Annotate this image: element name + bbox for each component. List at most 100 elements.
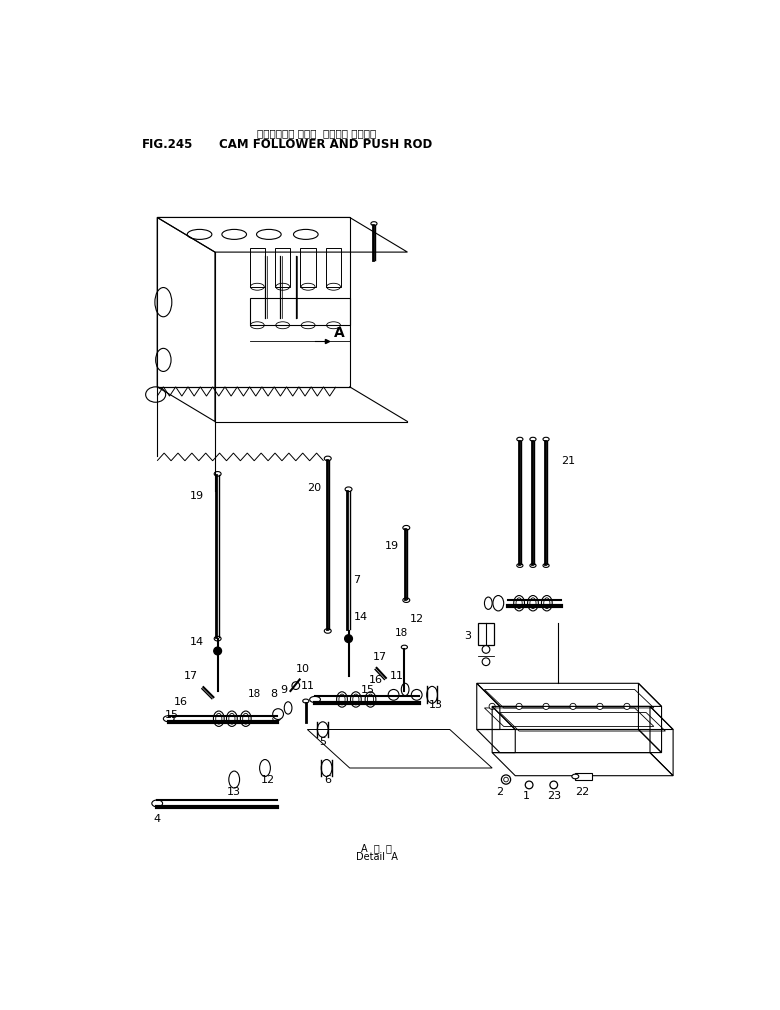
Text: 23: 23: [548, 791, 562, 801]
Ellipse shape: [321, 760, 332, 777]
Ellipse shape: [324, 628, 331, 633]
Text: 19: 19: [385, 540, 399, 550]
Text: 15: 15: [361, 685, 375, 695]
Text: 20: 20: [307, 483, 321, 493]
Text: 12: 12: [410, 614, 424, 624]
Text: 8: 8: [271, 689, 278, 699]
Ellipse shape: [401, 645, 407, 649]
Bar: [300, 248, 316, 287]
Text: FIG.245: FIG.245: [142, 138, 193, 152]
Text: 18: 18: [395, 627, 409, 637]
Text: 7: 7: [353, 576, 360, 585]
Text: 12: 12: [261, 776, 275, 786]
Ellipse shape: [303, 699, 309, 703]
Circle shape: [482, 658, 490, 666]
Text: 14: 14: [353, 612, 367, 622]
Bar: [576, 773, 592, 780]
Ellipse shape: [401, 684, 409, 696]
Ellipse shape: [226, 711, 237, 726]
Text: CAM FOLLOWER AND PUSH ROD: CAM FOLLOWER AND PUSH ROD: [219, 138, 432, 152]
Text: 16: 16: [369, 676, 383, 686]
Circle shape: [292, 682, 300, 690]
Text: 10: 10: [296, 664, 310, 674]
Text: 9: 9: [280, 685, 288, 695]
Circle shape: [570, 703, 576, 709]
Circle shape: [482, 645, 490, 653]
Circle shape: [345, 635, 353, 642]
Text: 5: 5: [320, 737, 327, 747]
Text: 17: 17: [184, 672, 198, 682]
Text: A: A: [335, 326, 345, 339]
Text: 11: 11: [390, 672, 404, 682]
Ellipse shape: [514, 596, 524, 611]
Text: 4: 4: [154, 814, 161, 824]
Text: 18: 18: [248, 689, 261, 699]
Ellipse shape: [350, 692, 361, 707]
Ellipse shape: [310, 696, 321, 703]
Text: 2: 2: [496, 787, 503, 797]
Text: 21: 21: [562, 456, 576, 466]
Circle shape: [388, 690, 399, 700]
Text: 6: 6: [324, 776, 331, 786]
Ellipse shape: [284, 702, 292, 714]
Circle shape: [624, 703, 630, 709]
Text: 13: 13: [429, 700, 443, 710]
Bar: [250, 298, 349, 325]
Ellipse shape: [530, 437, 536, 441]
Circle shape: [214, 647, 222, 654]
Ellipse shape: [215, 636, 221, 641]
Ellipse shape: [530, 564, 536, 568]
Ellipse shape: [229, 771, 239, 788]
Circle shape: [273, 709, 283, 719]
Ellipse shape: [152, 800, 162, 807]
Text: A  詳  細: A 詳 細: [361, 843, 392, 853]
Bar: [250, 248, 265, 287]
Text: 16: 16: [173, 697, 187, 707]
Text: 15: 15: [165, 710, 179, 720]
Circle shape: [543, 703, 549, 709]
Circle shape: [550, 781, 558, 789]
Circle shape: [411, 690, 422, 700]
Ellipse shape: [493, 596, 504, 611]
Ellipse shape: [337, 692, 347, 707]
Ellipse shape: [240, 711, 251, 726]
Text: カムフォロワ オヨビ  ブッシュ ロット゛: カムフォロワ オヨビ ブッシュ ロット゛: [257, 128, 377, 138]
Ellipse shape: [517, 437, 523, 441]
Ellipse shape: [527, 596, 538, 611]
Text: 19: 19: [190, 491, 204, 501]
Ellipse shape: [543, 437, 549, 441]
Text: 3: 3: [464, 630, 471, 640]
Ellipse shape: [345, 487, 352, 492]
Circle shape: [489, 703, 495, 709]
Ellipse shape: [484, 597, 492, 609]
Text: 1: 1: [523, 791, 530, 801]
Text: 11: 11: [301, 682, 315, 692]
Ellipse shape: [427, 687, 438, 703]
Text: 17: 17: [373, 652, 387, 663]
Ellipse shape: [215, 472, 221, 476]
Ellipse shape: [541, 596, 552, 611]
Ellipse shape: [163, 716, 174, 722]
Bar: [478, 623, 494, 644]
Ellipse shape: [324, 457, 331, 461]
Ellipse shape: [402, 525, 410, 530]
Ellipse shape: [402, 598, 410, 602]
Circle shape: [525, 781, 533, 789]
Ellipse shape: [260, 760, 271, 777]
Text: 13: 13: [226, 787, 240, 797]
Ellipse shape: [365, 692, 376, 707]
Text: 14: 14: [190, 636, 204, 646]
Ellipse shape: [214, 711, 224, 726]
Circle shape: [597, 703, 603, 709]
Text: 22: 22: [576, 787, 590, 797]
Text: Detail  A: Detail A: [356, 852, 398, 863]
Circle shape: [502, 775, 511, 784]
Ellipse shape: [572, 774, 579, 779]
Ellipse shape: [517, 564, 523, 568]
Bar: [275, 248, 290, 287]
Ellipse shape: [273, 716, 280, 721]
Bar: [326, 248, 341, 287]
Ellipse shape: [317, 722, 328, 737]
Circle shape: [516, 703, 522, 709]
Ellipse shape: [543, 564, 549, 568]
